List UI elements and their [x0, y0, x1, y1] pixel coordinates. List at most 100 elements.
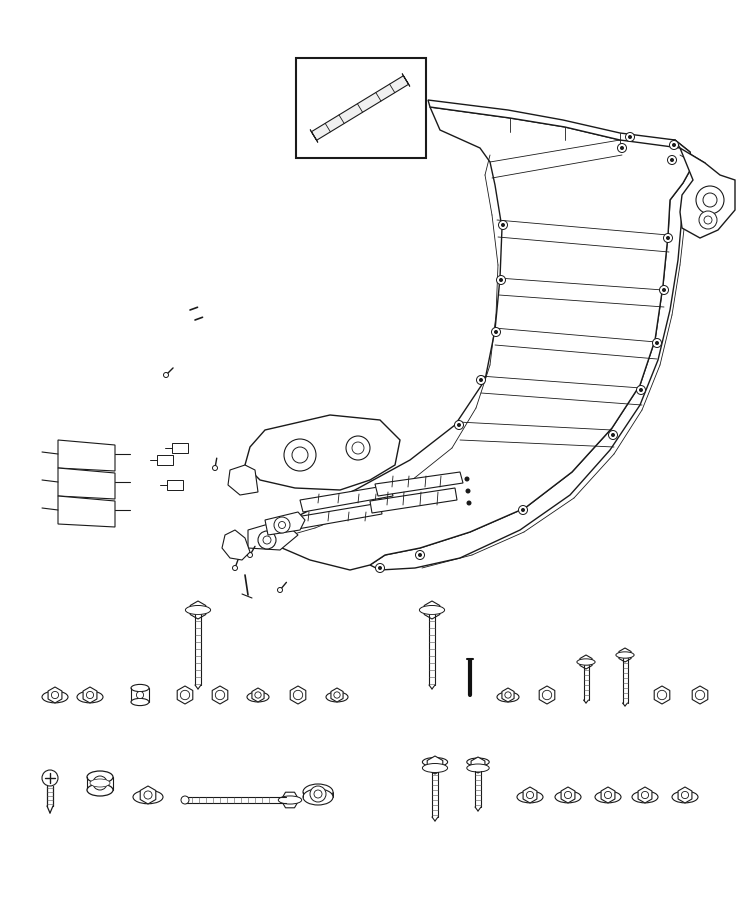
Ellipse shape — [517, 791, 543, 803]
Circle shape — [233, 565, 238, 571]
Circle shape — [672, 143, 676, 147]
Circle shape — [494, 330, 498, 334]
Polygon shape — [83, 687, 97, 703]
Polygon shape — [167, 480, 183, 490]
Circle shape — [628, 135, 632, 139]
Ellipse shape — [632, 791, 658, 803]
Circle shape — [87, 691, 93, 698]
Circle shape — [668, 156, 677, 165]
Ellipse shape — [577, 659, 595, 665]
Ellipse shape — [131, 698, 149, 706]
Polygon shape — [172, 443, 188, 453]
Circle shape — [642, 791, 648, 798]
Circle shape — [42, 770, 58, 786]
Polygon shape — [177, 686, 193, 704]
Polygon shape — [290, 686, 306, 704]
Polygon shape — [471, 757, 485, 773]
Circle shape — [519, 506, 528, 515]
Circle shape — [704, 216, 712, 224]
Circle shape — [499, 220, 508, 230]
Polygon shape — [523, 787, 537, 803]
Circle shape — [310, 786, 326, 802]
Circle shape — [662, 288, 666, 292]
Circle shape — [657, 690, 667, 699]
Polygon shape — [58, 468, 115, 499]
Circle shape — [565, 791, 571, 798]
Circle shape — [639, 388, 643, 392]
Circle shape — [144, 791, 152, 799]
Circle shape — [247, 553, 253, 557]
Circle shape — [655, 341, 659, 345]
Polygon shape — [58, 496, 115, 527]
Ellipse shape — [467, 764, 489, 772]
Polygon shape — [268, 107, 693, 570]
Circle shape — [501, 223, 505, 227]
Circle shape — [378, 566, 382, 570]
Circle shape — [255, 692, 261, 698]
Circle shape — [695, 690, 705, 699]
Ellipse shape — [467, 758, 489, 766]
Polygon shape — [222, 530, 250, 560]
Circle shape — [258, 531, 276, 549]
Polygon shape — [375, 472, 463, 496]
Circle shape — [663, 233, 673, 242]
Polygon shape — [311, 76, 408, 140]
Circle shape — [465, 489, 471, 493]
Circle shape — [699, 211, 717, 229]
Ellipse shape — [279, 796, 302, 804]
Circle shape — [277, 588, 282, 592]
Circle shape — [454, 420, 464, 429]
Polygon shape — [692, 686, 708, 704]
Circle shape — [505, 692, 511, 698]
Ellipse shape — [616, 652, 634, 658]
Circle shape — [352, 442, 364, 454]
Polygon shape — [638, 787, 652, 803]
Polygon shape — [502, 688, 514, 702]
Ellipse shape — [247, 692, 269, 702]
Circle shape — [376, 563, 385, 572]
Ellipse shape — [672, 791, 698, 803]
Circle shape — [416, 551, 425, 560]
Circle shape — [164, 373, 168, 377]
Circle shape — [666, 236, 670, 240]
Circle shape — [334, 692, 340, 698]
Circle shape — [542, 690, 552, 699]
Circle shape — [670, 158, 674, 162]
Circle shape — [703, 193, 717, 207]
Polygon shape — [140, 786, 156, 804]
Circle shape — [93, 776, 107, 790]
Circle shape — [279, 521, 285, 528]
Circle shape — [496, 275, 505, 284]
Circle shape — [180, 690, 190, 699]
Circle shape — [293, 690, 302, 699]
Circle shape — [284, 439, 316, 471]
Circle shape — [670, 140, 679, 149]
Circle shape — [605, 791, 611, 798]
Ellipse shape — [555, 791, 581, 803]
Polygon shape — [428, 756, 443, 774]
Circle shape — [479, 378, 483, 382]
Circle shape — [465, 476, 470, 482]
Circle shape — [659, 285, 668, 294]
Polygon shape — [331, 688, 343, 702]
Polygon shape — [370, 488, 457, 513]
Polygon shape — [281, 792, 299, 808]
Polygon shape — [539, 686, 555, 704]
Circle shape — [696, 186, 724, 214]
Circle shape — [526, 791, 534, 798]
Polygon shape — [248, 520, 298, 550]
Polygon shape — [680, 148, 735, 238]
Polygon shape — [58, 440, 115, 471]
Polygon shape — [678, 787, 692, 803]
Circle shape — [263, 536, 271, 544]
Circle shape — [51, 691, 59, 698]
Circle shape — [418, 553, 422, 557]
Ellipse shape — [181, 796, 189, 804]
Polygon shape — [424, 601, 440, 619]
Circle shape — [653, 338, 662, 347]
Circle shape — [491, 328, 500, 337]
Polygon shape — [561, 787, 575, 803]
Polygon shape — [402, 74, 410, 86]
Circle shape — [620, 146, 624, 150]
Circle shape — [213, 465, 218, 471]
